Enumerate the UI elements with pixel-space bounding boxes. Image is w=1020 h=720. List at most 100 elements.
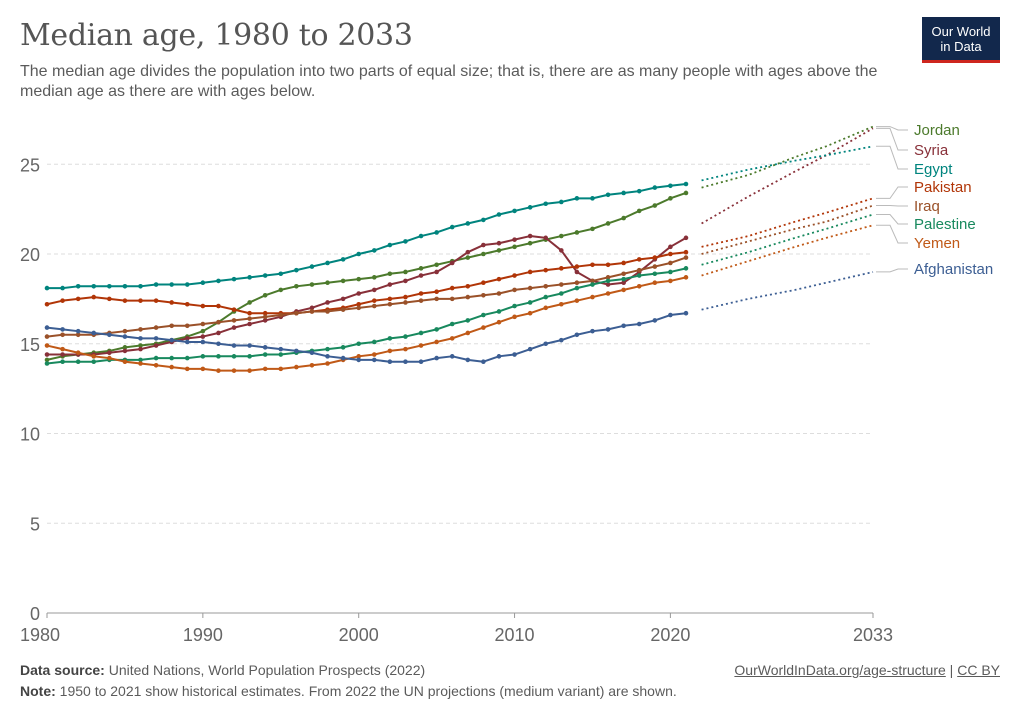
data-point[interactable] bbox=[200, 280, 206, 286]
data-point[interactable] bbox=[527, 310, 533, 316]
data-point[interactable] bbox=[216, 278, 221, 284]
data-point[interactable] bbox=[449, 296, 455, 302]
data-point[interactable] bbox=[496, 248, 502, 253]
series-afghanistan[interactable] bbox=[44, 271, 874, 365]
data-point[interactable] bbox=[122, 359, 128, 365]
data-point[interactable] bbox=[200, 328, 206, 334]
data-point[interactable] bbox=[325, 309, 330, 314]
owid-logo[interactable]: Our World in Data bbox=[922, 17, 1000, 63]
data-point[interactable] bbox=[138, 336, 143, 341]
data-point[interactable] bbox=[683, 255, 689, 260]
data-point[interactable] bbox=[44, 325, 50, 330]
projection-line[interactable] bbox=[701, 224, 874, 277]
data-point[interactable] bbox=[605, 278, 611, 284]
data-point[interactable] bbox=[590, 196, 595, 201]
data-point[interactable] bbox=[262, 314, 268, 320]
data-point[interactable] bbox=[60, 327, 65, 332]
series-palestine[interactable] bbox=[44, 213, 874, 366]
data-point[interactable] bbox=[184, 339, 190, 345]
data-point[interactable] bbox=[247, 368, 252, 373]
data-point[interactable] bbox=[262, 292, 268, 298]
data-point[interactable] bbox=[559, 266, 564, 271]
data-point[interactable] bbox=[434, 327, 439, 332]
data-point[interactable] bbox=[340, 257, 346, 262]
data-point[interactable] bbox=[169, 323, 174, 329]
data-point[interactable] bbox=[574, 269, 580, 275]
data-point[interactable] bbox=[216, 330, 221, 336]
data-point[interactable] bbox=[184, 301, 190, 307]
data-point[interactable] bbox=[652, 203, 658, 208]
data-point[interactable] bbox=[652, 318, 658, 323]
data-point[interactable] bbox=[481, 325, 486, 330]
data-point[interactable] bbox=[496, 240, 502, 246]
data-point[interactable] bbox=[262, 318, 268, 323]
data-point[interactable] bbox=[325, 260, 330, 266]
data-point[interactable] bbox=[465, 318, 471, 323]
data-point[interactable] bbox=[107, 296, 112, 302]
data-point[interactable] bbox=[636, 321, 642, 327]
data-point[interactable] bbox=[590, 278, 595, 284]
data-point[interactable] bbox=[590, 282, 595, 287]
data-point[interactable] bbox=[668, 278, 673, 284]
data-point[interactable] bbox=[403, 359, 408, 365]
data-point[interactable] bbox=[481, 292, 486, 298]
series-line[interactable] bbox=[46, 192, 687, 361]
data-point[interactable] bbox=[403, 239, 408, 244]
data-point[interactable] bbox=[340, 345, 346, 350]
data-point[interactable] bbox=[527, 240, 533, 246]
data-point[interactable] bbox=[590, 262, 595, 268]
data-point[interactable] bbox=[356, 357, 361, 363]
data-point[interactable] bbox=[371, 287, 377, 293]
data-point[interactable] bbox=[481, 217, 486, 223]
data-point[interactable] bbox=[247, 316, 252, 321]
data-point[interactable] bbox=[75, 350, 81, 356]
data-point[interactable] bbox=[387, 271, 393, 277]
data-point[interactable] bbox=[605, 327, 611, 332]
data-point[interactable] bbox=[60, 352, 65, 357]
data-point[interactable] bbox=[138, 346, 143, 352]
data-point[interactable] bbox=[60, 332, 65, 338]
data-point[interactable] bbox=[184, 355, 190, 361]
data-point[interactable] bbox=[434, 339, 439, 345]
data-point[interactable] bbox=[153, 355, 159, 361]
data-point[interactable] bbox=[294, 348, 299, 354]
data-point[interactable] bbox=[512, 244, 517, 250]
data-point[interactable] bbox=[683, 190, 689, 196]
data-point[interactable] bbox=[683, 310, 689, 316]
data-point[interactable] bbox=[403, 294, 408, 300]
data-point[interactable] bbox=[200, 321, 206, 327]
data-point[interactable] bbox=[527, 285, 533, 291]
data-point[interactable] bbox=[340, 278, 346, 284]
data-point[interactable] bbox=[465, 221, 471, 226]
data-point[interactable] bbox=[122, 298, 128, 303]
data-point[interactable] bbox=[668, 196, 673, 201]
data-point[interactable] bbox=[559, 282, 564, 287]
data-point[interactable] bbox=[107, 350, 112, 356]
data-point[interactable] bbox=[169, 282, 174, 287]
data-point[interactable] bbox=[527, 233, 533, 239]
data-point[interactable] bbox=[91, 354, 97, 359]
data-point[interactable] bbox=[465, 249, 471, 255]
data-point[interactable] bbox=[91, 294, 97, 300]
data-point[interactable] bbox=[668, 269, 673, 275]
data-point[interactable] bbox=[512, 303, 517, 309]
data-point[interactable] bbox=[247, 343, 252, 348]
data-point[interactable] bbox=[418, 330, 424, 336]
data-point[interactable] bbox=[543, 201, 549, 207]
data-point[interactable] bbox=[184, 336, 190, 341]
data-point[interactable] bbox=[465, 255, 471, 260]
data-point[interactable] bbox=[356, 341, 361, 347]
data-point[interactable] bbox=[107, 355, 112, 361]
legend-item[interactable]: Egypt bbox=[876, 145, 953, 178]
data-point[interactable] bbox=[371, 303, 377, 309]
series-yemen[interactable] bbox=[44, 224, 874, 373]
data-point[interactable] bbox=[153, 282, 159, 287]
data-point[interactable] bbox=[138, 361, 143, 366]
data-point[interactable] bbox=[262, 345, 268, 350]
data-point[interactable] bbox=[434, 296, 439, 302]
projection-line[interactable] bbox=[701, 127, 874, 225]
data-point[interactable] bbox=[481, 312, 486, 318]
data-point[interactable] bbox=[278, 346, 284, 352]
data-point[interactable] bbox=[418, 233, 424, 239]
